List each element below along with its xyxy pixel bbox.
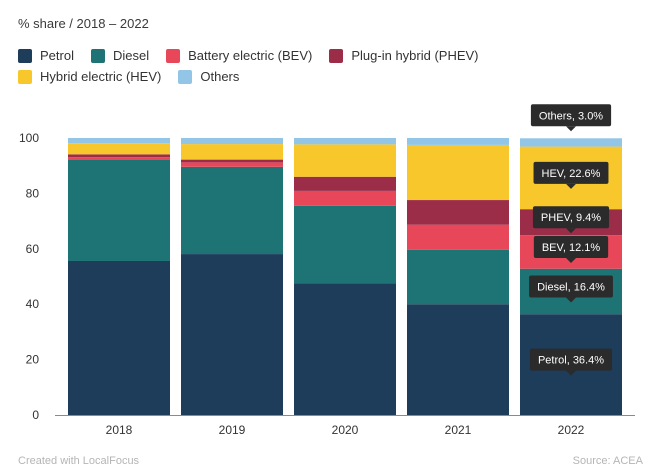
tooltip-label-others: Others, 3.0%: [539, 110, 603, 122]
legend-item-battery-electric-bev[interactable]: Battery electric (BEV): [166, 49, 312, 63]
legend-label: Others: [200, 69, 240, 84]
bar-segment-hybrid-electric-hev-2020[interactable]: [294, 144, 396, 177]
legend-label: Petrol: [40, 48, 74, 63]
bar-segment-diesel-2020[interactable]: [294, 205, 396, 284]
tooltip-box-plug-in-hybrid-phev: [532, 206, 610, 229]
x-tick-label: 2018: [106, 423, 133, 437]
tooltip-label-diesel: Diesel, 16.4%: [537, 281, 605, 293]
legend-swatch: [178, 70, 193, 84]
legend-swatch: [90, 49, 105, 63]
bar-segment-others-2018[interactable]: [68, 138, 170, 144]
bar-segment-diesel-2021[interactable]: [407, 249, 509, 305]
bar-segment-diesel-2019[interactable]: [181, 166, 283, 255]
bar-segment-plug-in-hybrid-phev-2018[interactable]: [68, 154, 170, 158]
legend-label: Plug-in hybrid (PHEV): [351, 48, 479, 63]
tooltip-box-petrol: [529, 348, 613, 371]
y-tick-label: 40: [26, 297, 40, 311]
bar-segment-petrol-2019[interactable]: [181, 254, 283, 415]
y-tick-label: 60: [26, 242, 40, 256]
legend-item-others[interactable]: Others: [178, 70, 239, 84]
bar-segment-diesel-2018[interactable]: [68, 159, 170, 261]
x-tick-label: 2022: [558, 423, 585, 437]
tooltip-pointer: [566, 370, 576, 376]
bar-segment-battery-electric-bev-2021[interactable]: [407, 224, 509, 250]
bar-segment-battery-electric-bev-2018[interactable]: [68, 157, 170, 160]
legend-label: Diesel: [112, 48, 150, 63]
x-tick-label: 2021: [445, 423, 472, 437]
footer-source: Source: ACEA: [572, 455, 643, 467]
bar-segment-plug-in-hybrid-phev-2020[interactable]: [294, 176, 396, 191]
tooltip-label-plug-in-hybrid-phev: PHEV, 9.4%: [541, 212, 601, 224]
legend-item-diesel[interactable]: Diesel: [90, 48, 150, 63]
legend-swatch: [329, 49, 344, 63]
chart-subtitle: % share / 2018 – 2022: [18, 16, 149, 31]
legend-swatch: [18, 70, 32, 84]
tooltip-box-hybrid-electric-hev: [533, 161, 609, 184]
bar-segment-plug-in-hybrid-phev-2019[interactable]: [181, 159, 283, 163]
bar-segment-others-2019[interactable]: [181, 138, 283, 145]
bar-segment-petrol-2020[interactable]: [294, 283, 396, 415]
bar-segment-hybrid-electric-hev-2019[interactable]: [181, 144, 283, 160]
bar-segment-others-2020[interactable]: [294, 138, 396, 145]
y-tick-label: 100: [19, 131, 39, 145]
x-tick-label: 2020: [332, 423, 359, 437]
tooltip-box-battery-electric-bev: [533, 235, 609, 258]
legend-item-petrol[interactable]: Petrol: [18, 49, 74, 63]
legend-swatch: [18, 49, 32, 63]
bar-segment-petrol-2021[interactable]: [407, 304, 509, 415]
y-tick-label: 20: [26, 353, 40, 367]
footer-credit: Created with LocalFocus: [18, 455, 140, 467]
bar-segment-battery-electric-bev-2019[interactable]: [181, 162, 283, 167]
tooltip-pointer: [566, 257, 576, 263]
tooltip-label-battery-electric-bev: BEV, 12.1%: [542, 242, 601, 254]
legend-item-plug-in-hybrid-phev[interactable]: Plug-in hybrid (PHEV): [329, 48, 479, 63]
tooltip-pointer: [566, 297, 576, 303]
tooltip-label-hybrid-electric-hev: HEV, 22.6%: [542, 168, 601, 180]
bar-segment-hybrid-electric-hev-2018[interactable]: [68, 143, 170, 155]
bar-segment-others-2021[interactable]: [407, 138, 509, 145]
tooltip-pointer: [566, 183, 576, 189]
legend-swatch: [166, 49, 181, 63]
tooltip-box-diesel: [529, 275, 613, 298]
y-tick-label: 0: [32, 408, 39, 422]
y-tick-label: 80: [26, 186, 40, 200]
tooltip-label-petrol: Petrol, 36.4%: [538, 355, 604, 367]
tooltip-box-others: [530, 104, 612, 127]
bar-segment-others-2022[interactable]: [520, 138, 622, 147]
x-tick-label: 2019: [219, 423, 246, 437]
tooltip-pointer: [566, 228, 576, 234]
bar-segment-petrol-2018[interactable]: [68, 260, 170, 415]
bar-segment-hybrid-electric-hev-2021[interactable]: [407, 144, 509, 201]
chart-legend: Petrol Diesel Battery electric (BEV) Plug-i…: [18, 49, 648, 84]
bar-segment-plug-in-hybrid-phev-2021[interactable]: [407, 200, 509, 225]
legend-label: Hybrid electric (HEV): [40, 69, 162, 84]
tooltip-pointer: [566, 126, 576, 132]
legend-item-hybrid-electric-hev[interactable]: Hybrid electric (HEV): [18, 70, 161, 84]
bar-segment-battery-electric-bev-2020[interactable]: [294, 190, 396, 206]
legend-label: Battery electric (BEV): [188, 48, 313, 63]
